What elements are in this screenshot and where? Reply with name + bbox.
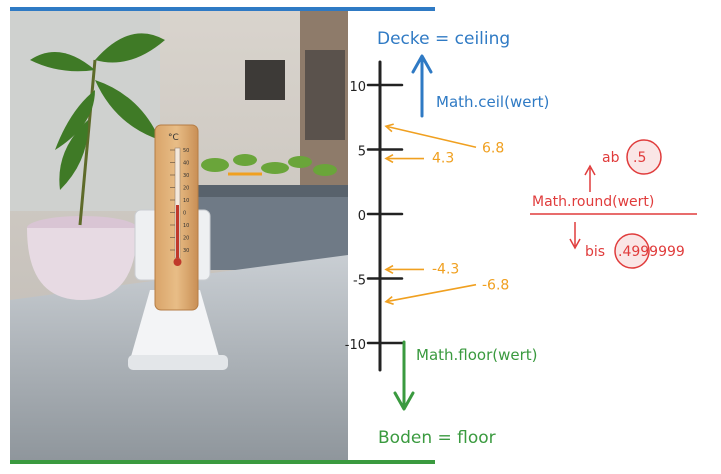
ceiling-label: Decke = ceiling xyxy=(377,29,510,49)
floor-function-label: Math.floor(wert) xyxy=(416,346,538,364)
thermometer-photo: °C 50 40 30 20 10 0 10 20 30 xyxy=(10,11,348,460)
thermometer-scale-label: 50 xyxy=(183,148,189,154)
round-to-circle xyxy=(614,233,650,269)
value-markers: 6.8 4.3 -4.3 -6.8 xyxy=(384,123,509,305)
round-function-label: Math.round(wert) xyxy=(532,194,654,210)
value-marker: -4.3 xyxy=(384,261,459,277)
round-to-value: .4999999 xyxy=(618,244,685,260)
thermometer-unit: °C xyxy=(168,133,179,143)
marker-arrow-head xyxy=(384,153,394,164)
axis-tick-label: -10 xyxy=(345,338,366,353)
thermometer-scale-label: 0 xyxy=(183,211,186,217)
marker-arrow-line xyxy=(385,283,477,303)
thermometer-scale-label: 30 xyxy=(183,248,189,254)
marker-label: 6.8 xyxy=(482,140,504,156)
marker-arrow-head xyxy=(384,123,394,133)
axis-tick-label: 10 xyxy=(349,80,366,95)
marker-arrow-head xyxy=(384,264,394,275)
round-diagram: ab .5 Math.round(wert) bis .4999999 xyxy=(530,139,697,269)
thermometer-scale-label: 10 xyxy=(183,198,189,204)
round-from-circle xyxy=(626,139,662,175)
thermometer-scale-label: 10 xyxy=(183,223,189,229)
axis-tick-label: 5 xyxy=(358,145,366,160)
value-marker: -6.8 xyxy=(384,278,509,305)
round-to-label: bis xyxy=(585,244,605,260)
marker-arrow-head xyxy=(384,296,394,305)
floor-arrow xyxy=(393,340,415,411)
ceil-function-label: Math.ceil(wert) xyxy=(436,93,549,111)
ceil-arrow xyxy=(411,54,433,118)
marker-label: -4.3 xyxy=(432,261,459,277)
thermometer-scale-label: 30 xyxy=(183,173,189,179)
axis-tick-label: 0 xyxy=(358,209,366,224)
floor-label: Boden = floor xyxy=(378,428,496,448)
round-down-arrow xyxy=(569,222,581,250)
value-marker: 4.3 xyxy=(384,151,454,167)
value-marker: 6.8 xyxy=(384,123,504,156)
thermometer-scale-label: 20 xyxy=(183,186,189,192)
round-from-label: ab xyxy=(602,150,620,166)
thermometer-scale-label: 40 xyxy=(183,161,189,167)
top-accent-bar xyxy=(10,7,435,11)
axis-tick-label: -5 xyxy=(353,274,366,289)
round-from-value: .5 xyxy=(633,150,646,166)
thermometer-scale-label: 20 xyxy=(183,236,189,242)
number-line: 10 5 0 -5 -10 xyxy=(345,60,404,372)
round-up-arrow xyxy=(584,164,596,192)
marker-arrow-line xyxy=(385,125,477,149)
bottom-accent-bar xyxy=(10,460,435,464)
marker-label: 4.3 xyxy=(432,151,454,167)
marker-label: -6.8 xyxy=(482,278,509,294)
